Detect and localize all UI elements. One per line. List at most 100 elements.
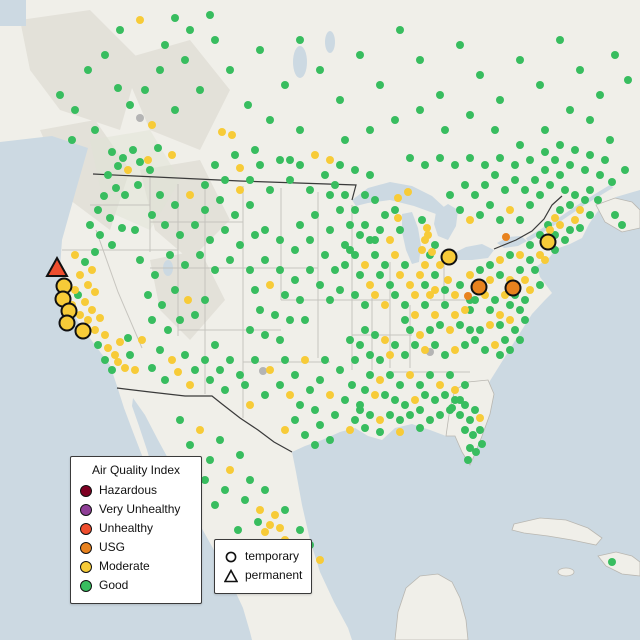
station-marker-good[interactable] bbox=[401, 401, 409, 409]
station-marker-good[interactable] bbox=[376, 226, 384, 234]
station-marker-good[interactable] bbox=[106, 214, 114, 222]
station-marker-good[interactable] bbox=[376, 428, 384, 436]
station-marker-good[interactable] bbox=[336, 286, 344, 294]
featured-permanent-station-unhealthy[interactable] bbox=[45, 255, 69, 277]
station-marker-good[interactable] bbox=[241, 381, 249, 389]
station-marker-good[interactable] bbox=[511, 176, 519, 184]
station-marker-good[interactable] bbox=[406, 411, 414, 419]
station-marker-moderate[interactable] bbox=[418, 246, 426, 254]
station-marker-good[interactable] bbox=[416, 381, 424, 389]
station-marker-good[interactable] bbox=[581, 196, 589, 204]
station-marker-moderate[interactable] bbox=[451, 386, 459, 394]
station-marker-good[interactable] bbox=[221, 226, 229, 234]
station-marker-good[interactable] bbox=[561, 236, 569, 244]
station-marker-good[interactable] bbox=[391, 206, 399, 214]
station-marker-good[interactable] bbox=[201, 181, 209, 189]
station-marker-good[interactable] bbox=[181, 261, 189, 269]
station-marker-good[interactable] bbox=[366, 236, 374, 244]
station-marker-good[interactable] bbox=[531, 266, 539, 274]
station-marker-good[interactable] bbox=[606, 136, 614, 144]
station-marker-good[interactable] bbox=[541, 166, 549, 174]
station-marker-good[interactable] bbox=[406, 154, 414, 162]
station-marker-good[interactable] bbox=[391, 116, 399, 124]
station-marker-good[interactable] bbox=[361, 191, 369, 199]
station-marker-moderate[interactable] bbox=[136, 16, 144, 24]
station-marker-good[interactable] bbox=[156, 66, 164, 74]
station-marker-good[interactable] bbox=[431, 271, 439, 279]
station-marker-good[interactable] bbox=[296, 36, 304, 44]
station-marker-good[interactable] bbox=[466, 416, 474, 424]
station-marker-good[interactable] bbox=[108, 148, 116, 156]
station-marker-moderate[interactable] bbox=[88, 306, 96, 314]
station-marker-good[interactable] bbox=[511, 326, 519, 334]
station-marker-good[interactable] bbox=[119, 154, 127, 162]
station-marker-moderate[interactable] bbox=[406, 371, 414, 379]
station-marker-good[interactable] bbox=[396, 26, 404, 34]
station-marker-good[interactable] bbox=[326, 191, 334, 199]
station-marker-good[interactable] bbox=[401, 261, 409, 269]
station-marker-good[interactable] bbox=[496, 321, 504, 329]
station-marker-good[interactable] bbox=[421, 281, 429, 289]
station-marker-good[interactable] bbox=[516, 306, 524, 314]
station-marker-good[interactable] bbox=[536, 191, 544, 199]
featured-temporary-station-usg[interactable] bbox=[504, 279, 522, 297]
station-marker-good[interactable] bbox=[316, 66, 324, 74]
station-marker-good[interactable] bbox=[276, 266, 284, 274]
station-marker-good[interactable] bbox=[176, 316, 184, 324]
station-marker-good[interactable] bbox=[176, 416, 184, 424]
station-marker-good[interactable] bbox=[469, 431, 477, 439]
station-marker-good[interactable] bbox=[331, 266, 339, 274]
station-marker-good[interactable] bbox=[164, 326, 172, 334]
station-marker-good[interactable] bbox=[201, 206, 209, 214]
station-marker-good[interactable] bbox=[191, 366, 199, 374]
station-marker-good[interactable] bbox=[624, 76, 632, 84]
station-marker-good[interactable] bbox=[371, 331, 379, 339]
station-marker-moderate[interactable] bbox=[266, 521, 274, 529]
station-marker-moderate[interactable] bbox=[436, 381, 444, 389]
station-marker-good[interactable] bbox=[151, 271, 159, 279]
station-marker-moderate[interactable] bbox=[394, 194, 402, 202]
station-marker-good[interactable] bbox=[436, 91, 444, 99]
station-marker-good[interactable] bbox=[236, 241, 244, 249]
station-marker-good[interactable] bbox=[421, 161, 429, 169]
station-marker-good[interactable] bbox=[471, 296, 479, 304]
station-marker-good[interactable] bbox=[196, 86, 204, 94]
station-marker-good[interactable] bbox=[401, 351, 409, 359]
station-marker-good[interactable] bbox=[461, 181, 469, 189]
station-marker-good[interactable] bbox=[521, 296, 529, 304]
station-marker-good[interactable] bbox=[301, 431, 309, 439]
station-marker-good[interactable] bbox=[261, 391, 269, 399]
station-marker-good[interactable] bbox=[356, 401, 364, 409]
station-marker-good[interactable] bbox=[476, 211, 484, 219]
station-marker-good[interactable] bbox=[566, 226, 574, 234]
station-marker-good[interactable] bbox=[211, 341, 219, 349]
station-marker-good[interactable] bbox=[356, 231, 364, 239]
station-marker-good[interactable] bbox=[466, 154, 474, 162]
station-marker-good[interactable] bbox=[396, 416, 404, 424]
station-marker-moderate[interactable] bbox=[71, 251, 79, 259]
station-marker-good[interactable] bbox=[246, 326, 254, 334]
station-marker-good[interactable] bbox=[406, 326, 414, 334]
station-marker-good[interactable] bbox=[256, 161, 264, 169]
station-marker-good[interactable] bbox=[236, 451, 244, 459]
station-marker-good[interactable] bbox=[601, 156, 609, 164]
station-marker-moderate[interactable] bbox=[521, 276, 529, 284]
station-marker-moderate[interactable] bbox=[436, 261, 444, 269]
station-marker-moderate[interactable] bbox=[144, 156, 152, 164]
station-marker-moderate[interactable] bbox=[491, 341, 499, 349]
station-marker-good[interactable] bbox=[541, 148, 549, 156]
station-marker-good[interactable] bbox=[611, 51, 619, 59]
station-marker-good[interactable] bbox=[94, 341, 102, 349]
station-marker-good[interactable] bbox=[596, 171, 604, 179]
station-marker-good[interactable] bbox=[276, 236, 284, 244]
station-marker-good[interactable] bbox=[448, 404, 456, 412]
station-marker-good[interactable] bbox=[216, 196, 224, 204]
station-marker-good[interactable] bbox=[291, 416, 299, 424]
station-marker-good[interactable] bbox=[306, 236, 314, 244]
station-marker-moderate[interactable] bbox=[91, 288, 99, 296]
station-marker-good[interactable] bbox=[181, 56, 189, 64]
station-marker-good[interactable] bbox=[366, 171, 374, 179]
station-marker-good[interactable] bbox=[336, 366, 344, 374]
station-marker-moderate[interactable] bbox=[104, 344, 112, 352]
station-marker-good[interactable] bbox=[386, 411, 394, 419]
